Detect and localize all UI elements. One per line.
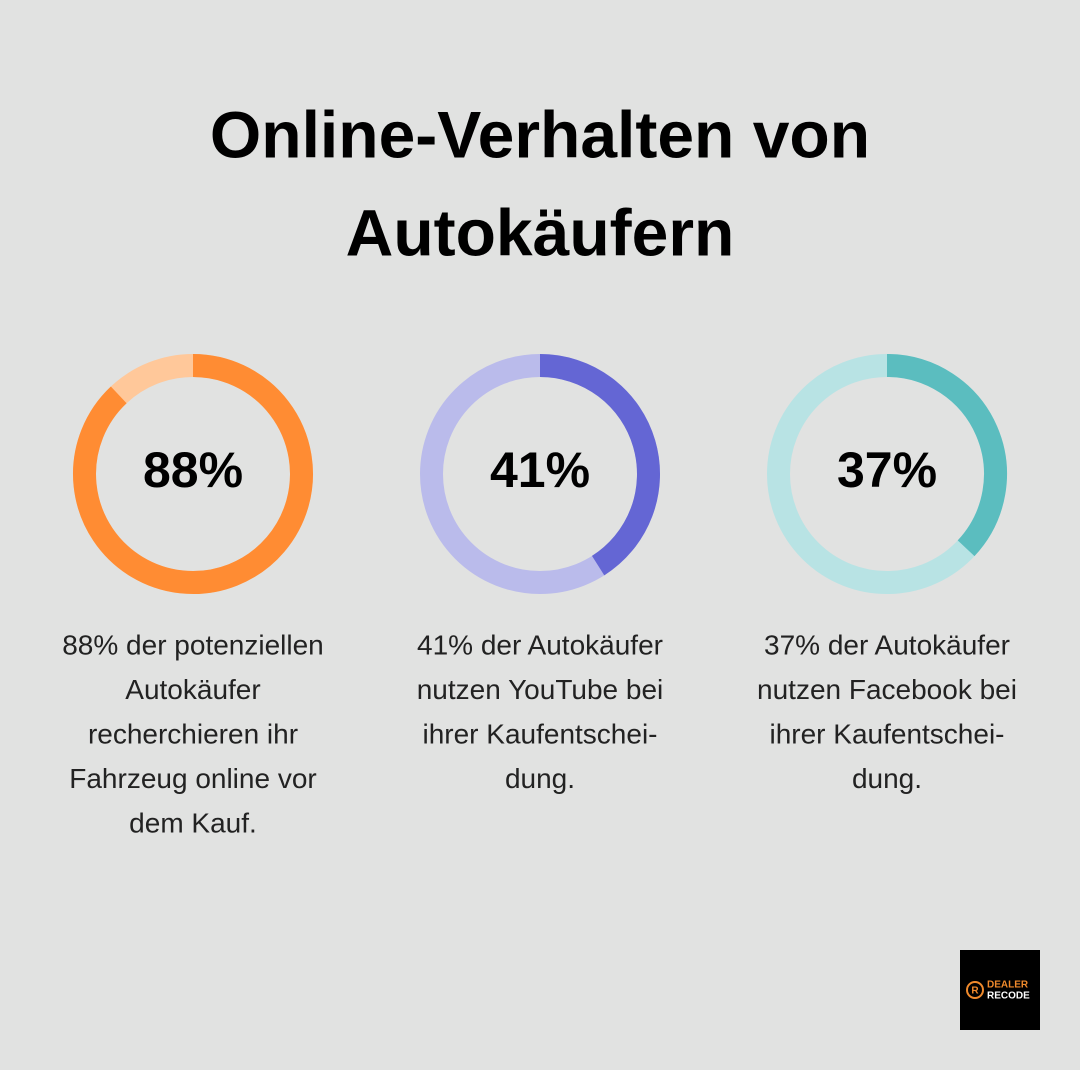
caption-line: ihrer Kaufentschei- xyxy=(422,718,657,749)
caption-line: recherchieren ihr xyxy=(88,718,298,749)
logo-icon-letter: R xyxy=(971,986,979,997)
title-line: Autokäufern xyxy=(346,195,735,269)
donut-segment xyxy=(539,354,660,576)
caption-line: nutzen YouTube bei xyxy=(417,674,664,705)
caption-line: dung. xyxy=(505,763,575,794)
caption-line: nutzen Facebook bei xyxy=(757,674,1017,705)
logo-icon xyxy=(966,981,984,999)
caption-line: dem Kauf. xyxy=(129,807,257,838)
caption-line: 37% der Autokäufer xyxy=(764,629,1010,660)
center-label: 88% xyxy=(143,442,243,498)
caption-line: Autokäufer xyxy=(125,674,260,705)
logo-text: RECODE xyxy=(987,991,1030,1002)
donut-segment xyxy=(73,354,313,594)
center-label: 37% xyxy=(837,442,937,498)
caption-line: 88% der potenziellen xyxy=(62,629,324,660)
caption-line: ihrer Kaufentschei- xyxy=(769,718,1004,749)
caption-line: Fahrzeug online vor xyxy=(69,763,316,794)
title-line: Online-Verhalten von xyxy=(210,97,870,171)
donut-segment xyxy=(886,354,1007,557)
center-label: 41% xyxy=(490,442,590,498)
caption-line: 41% der Autokäufer xyxy=(417,629,663,660)
logo-box xyxy=(960,950,1040,1030)
logo-text: DEALER xyxy=(987,980,1029,991)
caption-line: dung. xyxy=(852,763,922,794)
